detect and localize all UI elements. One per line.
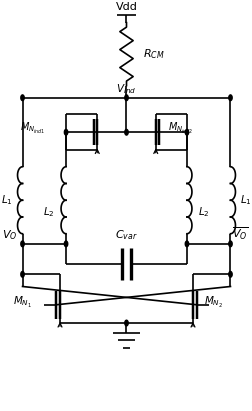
Text: $M_{N_{ind1}}$: $M_{N_{ind1}}$ [20, 121, 45, 136]
Text: Vdd: Vdd [115, 2, 137, 12]
Circle shape [64, 241, 68, 247]
Circle shape [184, 129, 188, 135]
Text: $V_{ind}$: $V_{ind}$ [116, 82, 136, 96]
Circle shape [228, 272, 231, 277]
Text: $\overline{V_O}$: $\overline{V_O}$ [231, 225, 247, 242]
Text: $R_{CM}$: $R_{CM}$ [143, 47, 164, 61]
Circle shape [184, 241, 188, 247]
Text: $L_2$: $L_2$ [197, 206, 209, 219]
Text: $L_2$: $L_2$ [43, 206, 55, 219]
Text: $M_{N_{ind2}}$: $M_{N_{ind2}}$ [167, 121, 192, 136]
Circle shape [228, 95, 231, 101]
Circle shape [21, 272, 24, 277]
Circle shape [228, 241, 231, 247]
Circle shape [64, 129, 68, 135]
Circle shape [124, 95, 128, 101]
Text: $C_{var}$: $C_{var}$ [115, 228, 137, 242]
Text: $L_1$: $L_1$ [1, 193, 13, 207]
Circle shape [21, 241, 24, 247]
Circle shape [124, 320, 128, 326]
Text: $M_{N_1}$: $M_{N_1}$ [13, 295, 32, 310]
Text: $V_O$: $V_O$ [2, 228, 17, 242]
Circle shape [21, 95, 24, 101]
Text: $L_1$: $L_1$ [239, 193, 251, 207]
Text: $M_{N_2}$: $M_{N_2}$ [203, 295, 222, 310]
Circle shape [124, 129, 128, 135]
